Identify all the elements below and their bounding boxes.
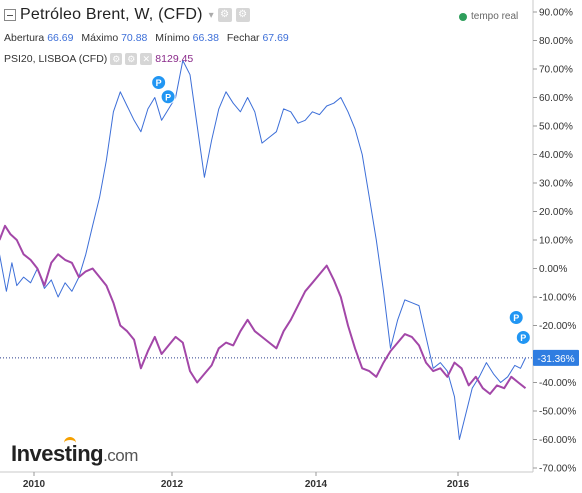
current-value-label: -31.36% [537, 354, 574, 365]
open-value: 66.69 [47, 32, 74, 44]
close-value: 67.69 [262, 32, 289, 44]
y-tick-label: 40.00% [539, 150, 573, 161]
x-tick-label: 2012 [161, 479, 184, 490]
title-row: Petróleo Brent, W, (CFD) ▾ ⚙ ⚙ [4, 6, 250, 24]
low-label: Mínimo [155, 32, 190, 44]
x-tick-label: 2014 [305, 479, 328, 490]
low-value: 66.38 [192, 32, 219, 44]
y-tick-label: 70.00% [539, 65, 573, 76]
status-dot-icon [459, 12, 467, 21]
realtime-label: tempo real [471, 11, 519, 22]
ohlc-row: Abertura 66.69 Máximo 70.88 Mínimo 66.38… [4, 32, 294, 44]
compare-label: PSI20, LISBOA (CFD) [4, 53, 108, 65]
logo-suffix: .com [103, 446, 138, 465]
event-marker[interactable] [515, 329, 531, 345]
y-tick-label: 0.00% [539, 264, 567, 275]
y-tick-label: 50.00% [539, 122, 573, 133]
settings-icon[interactable]: ⚙ [217, 8, 232, 22]
chart-header: Petróleo Brent, W, (CFD) ▾ ⚙ ⚙ [0, 2, 530, 36]
event-marker-label: P [520, 333, 526, 343]
close-icon[interactable]: ✕ [140, 53, 153, 65]
gear-icon[interactable]: ⚙ [235, 8, 250, 22]
event-marker[interactable] [508, 310, 524, 325]
settings-icon[interactable]: ⚙ [110, 53, 123, 65]
y-tick-label: 60.00% [539, 93, 573, 104]
open-label: Abertura [4, 32, 45, 44]
logo-wave-icon [64, 437, 76, 446]
y-tick-label: -10.00% [539, 293, 576, 304]
x-tick-label: 2016 [447, 479, 470, 490]
y-tick-label: -50.00% [539, 407, 576, 418]
y-tick-label: 30.00% [539, 179, 573, 190]
current-value-badge [533, 349, 579, 366]
investing-logo[interactable]: Investing.com [11, 437, 138, 467]
y-tick-label: -20.00% [539, 321, 576, 332]
high-label: Máximo [81, 32, 119, 44]
event-marker-label: P [165, 92, 171, 102]
collapse-icon[interactable] [4, 9, 16, 21]
x-tick-label: 2010 [23, 479, 46, 490]
logo-main: Investing [11, 441, 104, 466]
gear-icon[interactable]: ⚙ [125, 53, 138, 65]
y-tick-label: 20.00% [539, 207, 573, 218]
compare-row: PSI20, LISBOA (CFD) ⚙ ⚙ ✕ 8129.45 [4, 53, 193, 65]
close-label: Fechar [226, 32, 260, 44]
instrument-title: Petróleo Brent, W, (CFD) [20, 6, 203, 23]
psi20-series-line [0, 224, 527, 395]
y-tick-label: 90.00% [539, 8, 573, 19]
y-tick-label: -70.00% [539, 464, 576, 475]
event-marker-label: P [513, 313, 519, 323]
y-tick-label: -40.00% [539, 378, 576, 389]
brent-series-line [0, 60, 526, 440]
event-marker[interactable] [151, 75, 167, 90]
y-tick-label: 10.00% [539, 236, 573, 247]
chevron-down-icon[interactable]: ▾ [208, 9, 214, 21]
realtime-indicator: tempo real [459, 11, 518, 22]
event-marker-label: P [156, 78, 162, 88]
y-tick-label: -60.00% [539, 435, 576, 446]
compare-value: 8129.45 [155, 53, 194, 65]
high-value: 70.88 [121, 32, 148, 44]
y-tick-label: 80.00% [539, 36, 573, 47]
event-marker[interactable] [160, 89, 176, 105]
